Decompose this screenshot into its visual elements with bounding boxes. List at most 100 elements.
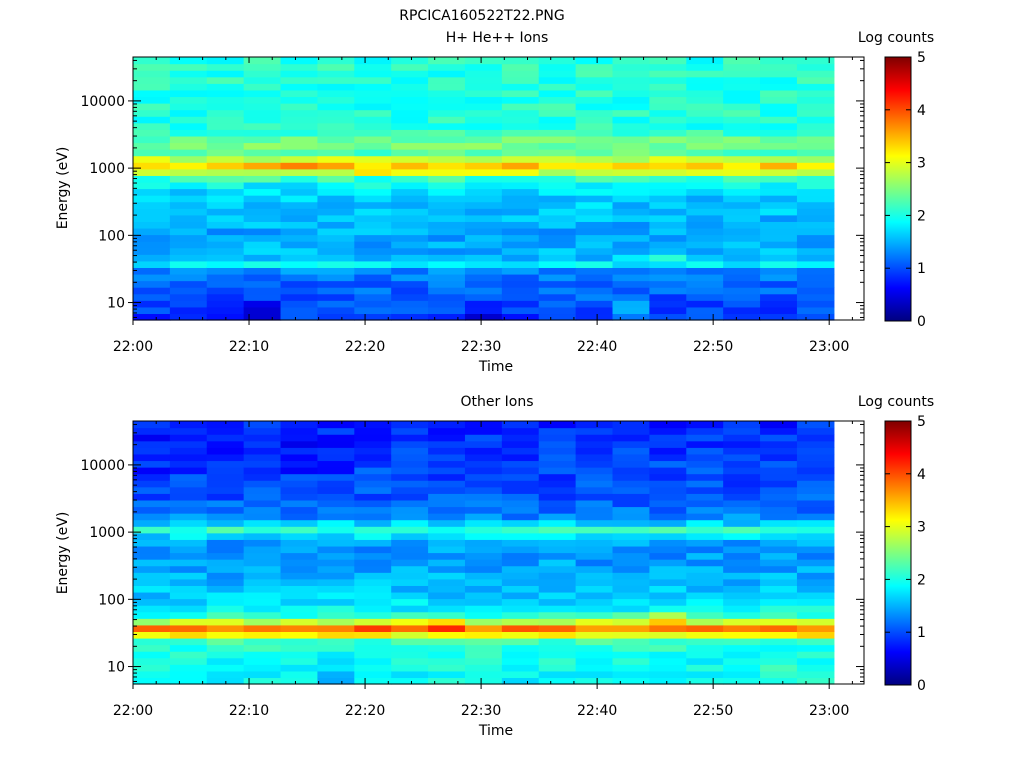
heatmap-cell [317, 486, 355, 494]
heatmap-cell [538, 234, 577, 242]
heatmap-cell [538, 254, 577, 262]
x-tick-label: 22:50 [693, 703, 733, 719]
heatmap-cell [760, 585, 798, 593]
heatmap-cell [133, 460, 171, 468]
heatmap-cell [133, 499, 171, 508]
heatmap-cell [317, 651, 355, 659]
heatmap-cell [723, 572, 761, 580]
heatmap-cell [464, 565, 503, 573]
heatmap-cell [280, 559, 319, 567]
heatmap-cell [206, 565, 245, 573]
heatmap-cell [243, 306, 282, 315]
heatmap-cell [206, 506, 245, 514]
heatmap-cell [354, 155, 392, 163]
heatmap-cell [206, 605, 245, 613]
heatmap-cell [686, 480, 724, 488]
heatmap-cell [760, 168, 798, 176]
heatmap-cell [354, 499, 392, 508]
heatmap-cell [723, 473, 761, 481]
heatmap-cell [649, 440, 687, 448]
heatmap-cell [686, 526, 724, 534]
heatmap-cell [391, 287, 429, 295]
heatmap-cell [169, 624, 208, 632]
heatmap-cell [391, 657, 429, 665]
heatmap-cell [206, 480, 245, 488]
heatmap-cell [501, 221, 540, 229]
heatmap-cell [169, 247, 208, 255]
heatmap-cell [612, 631, 651, 639]
heatmap-cell [243, 76, 282, 84]
heatmap-cell [206, 149, 245, 157]
heatmap-cell [354, 591, 392, 600]
heatmap-cell [760, 670, 798, 679]
heatmap-cell [538, 598, 577, 606]
heatmap-cell [354, 565, 392, 573]
heatmap-cell [280, 201, 319, 209]
heatmap-cell [133, 427, 171, 435]
heatmap-cell [538, 453, 577, 462]
heatmap-cell [649, 664, 687, 672]
heatmap-cell [760, 306, 798, 315]
heatmap-cell [501, 168, 540, 176]
heatmap-cell [391, 306, 429, 315]
heatmap-cell [686, 162, 724, 170]
heatmap-cell [796, 631, 835, 639]
heatmap-cell [243, 175, 282, 183]
heatmap-cell [575, 467, 614, 475]
heatmap-cell [723, 670, 761, 679]
heatmap-cell [538, 293, 577, 301]
heatmap-cell [206, 227, 245, 236]
heatmap-cell [428, 499, 466, 508]
heatmap-cell [133, 116, 171, 124]
heatmap-cell [243, 221, 282, 229]
heatmap-cell [243, 287, 282, 295]
heatmap-cell [133, 70, 171, 78]
heatmap-cell [464, 493, 503, 501]
heatmap-cell [575, 624, 614, 632]
heatmap-cell [723, 631, 761, 639]
heatmap-cell [428, 89, 466, 98]
heatmap-cell [501, 434, 540, 442]
heatmap-cell [428, 149, 466, 157]
heatmap-cell [649, 214, 687, 222]
heatmap-cell [575, 585, 614, 593]
heatmap-cell [317, 208, 355, 216]
heatmap-cell [686, 155, 724, 163]
heatmap-cell [686, 644, 724, 652]
heatmap-cell [501, 254, 540, 262]
heatmap-cell [501, 313, 540, 321]
heatmap-cell [538, 129, 577, 137]
heatmap-cell [686, 267, 724, 275]
heatmap-cell [280, 76, 319, 84]
heatmap-cell [206, 221, 245, 229]
heatmap-cell [649, 155, 687, 163]
heatmap-cell [612, 532, 651, 540]
heatmap-cell [760, 227, 798, 236]
heatmap-cell [649, 513, 687, 521]
heatmap-cell [133, 434, 171, 442]
heatmap-cell [354, 618, 392, 626]
heatmap-cell [206, 273, 245, 282]
x-tick-label: 22:10 [229, 339, 269, 355]
heatmap-cell [649, 280, 687, 288]
heatmap-cell [538, 427, 577, 435]
heatmap-cell [169, 473, 208, 481]
colorbar-tick-label: 3 [917, 156, 926, 172]
heatmap-cell [354, 201, 392, 209]
heatmap-cell [686, 96, 724, 104]
heatmap-cell [538, 677, 577, 685]
heatmap-cell [317, 221, 355, 229]
heatmap-cell [649, 287, 687, 295]
heatmap-cell [796, 637, 835, 646]
x-tick-label: 22:20 [345, 703, 385, 719]
heatmap-cell [575, 116, 614, 124]
heatmap-cell [686, 453, 724, 462]
heatmap-cell [243, 591, 282, 600]
heatmap-cell [391, 440, 429, 448]
heatmap-cell [391, 83, 429, 91]
heatmap-cell [760, 83, 798, 91]
heatmap-cell [169, 506, 208, 514]
heatmap-cell [428, 254, 466, 262]
heatmap-cell [538, 631, 577, 639]
